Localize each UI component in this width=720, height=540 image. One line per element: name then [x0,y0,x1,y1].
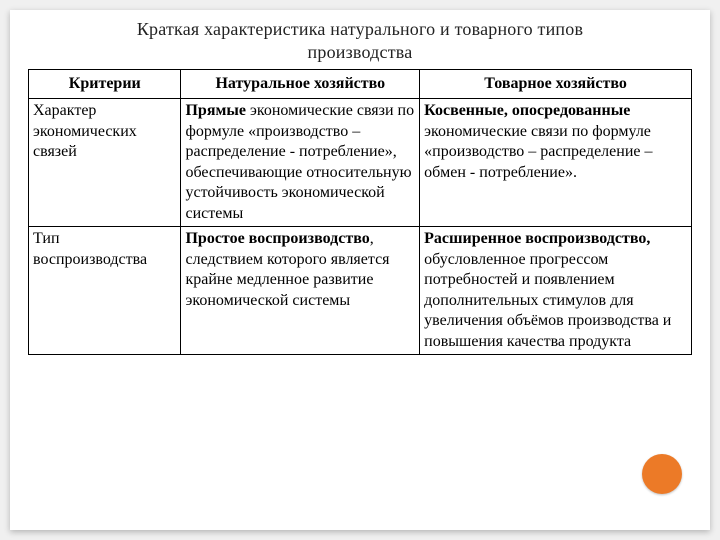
header-commodity: Товарное хозяйство [420,70,692,99]
cell-text: экономические связи по формуле «производ… [185,102,414,221]
cell-commodity: Косвенные, опосредованные экономические … [420,99,692,227]
cell-criterion: Тип воспроизводства [29,227,181,355]
accent-circle-icon [642,454,682,494]
table-row: Характер экономических связей Прямые эко… [29,99,692,227]
cell-criterion: Характер экономических связей [29,99,181,227]
cell-text: обусловленное прогрессом потребностей и … [424,251,671,350]
cell-natural: Прямые экономические связи по формуле «п… [181,99,420,227]
table-row: Тип воспроизводства Простое воспроизводс… [29,227,692,355]
slide-title: Краткая характеристика натурального и то… [28,18,692,63]
title-line-2: производства [308,42,413,62]
header-criteria: Критерии [29,70,181,99]
header-natural: Натуральное хозяйство [181,70,420,99]
bold-lead: Простое воспроизводство [185,230,369,247]
cell-text: экономические связи по формуле «производ… [424,123,652,181]
slide: Краткая характеристика натурального и то… [10,10,710,530]
comparison-table: Критерии Натуральное хозяйство Товарное … [28,69,692,355]
cell-commodity: Расширенное воспроизводство, обусловленн… [420,227,692,355]
bold-lead: Прямые [185,102,246,119]
bold-lead: Косвенные, опосредованные [424,102,630,119]
cell-natural: Простое воспроизводство, следствием кото… [181,227,420,355]
title-line-1: Краткая характеристика натурального и то… [137,19,583,39]
bold-lead: Расширенное воспроизводство, [424,230,650,247]
table-header-row: Критерии Натуральное хозяйство Товарное … [29,70,692,99]
